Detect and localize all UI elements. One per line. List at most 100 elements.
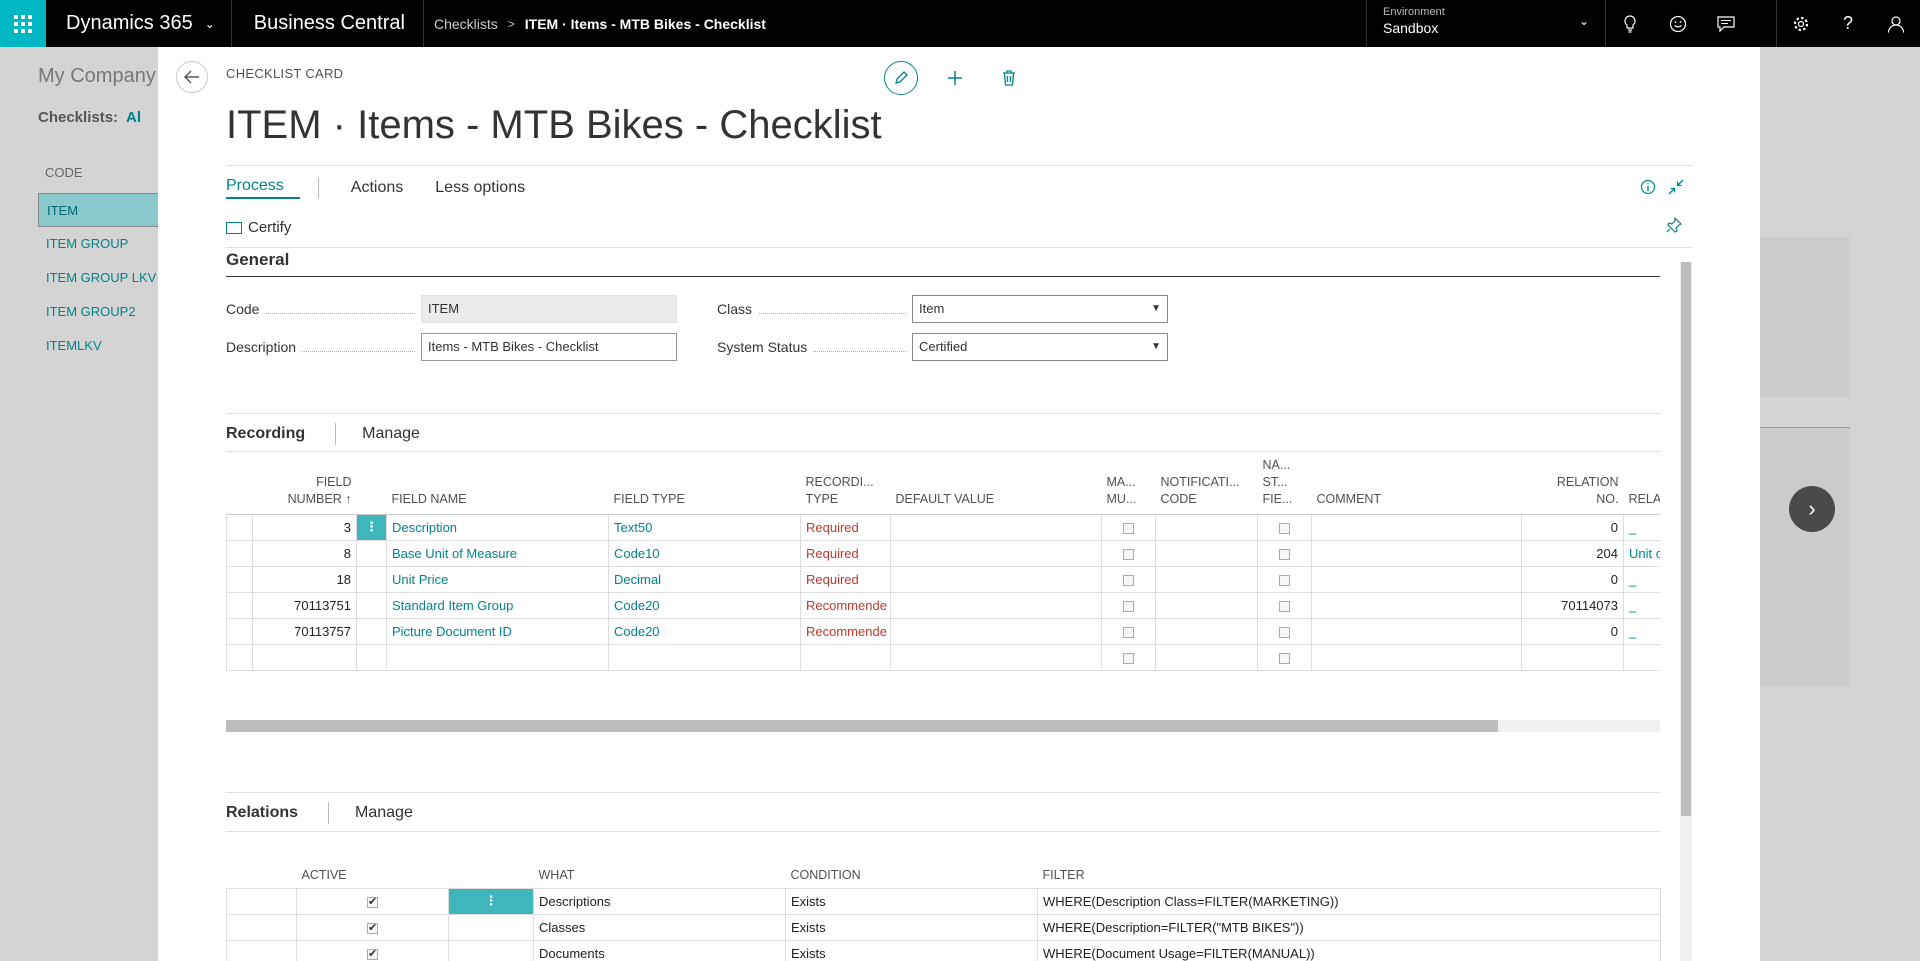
recording-type-cell[interactable]: Required — [800, 539, 891, 567]
row-selector[interactable] — [226, 591, 253, 619]
field-number-cell[interactable]: 70113751 — [252, 591, 357, 619]
what-cell[interactable]: Classes — [533, 913, 786, 941]
checkbox[interactable] — [1279, 600, 1290, 612]
new-row[interactable] — [226, 643, 1660, 671]
row-selector[interactable] — [226, 643, 253, 671]
checkbox-checked[interactable] — [367, 947, 378, 960]
app-name[interactable]: Business Central — [232, 0, 424, 47]
comment-cell[interactable] — [1311, 643, 1522, 671]
gear-icon[interactable] — [1776, 0, 1824, 47]
checkbox[interactable] — [1123, 574, 1134, 586]
manual-cell[interactable] — [1101, 565, 1156, 593]
smiley-icon[interactable] — [1654, 0, 1702, 47]
na-status-column-header[interactable]: NA... ST... FIE... — [1257, 452, 1312, 515]
table-row[interactable]: 18 Unit Price Decimal Required 0 _ — [226, 565, 1660, 593]
relations-tab[interactable]: Relations — [226, 804, 299, 821]
field-name-cell[interactable]: Unit Price — [386, 565, 609, 593]
recording-type-cell[interactable]: Recommende — [800, 591, 891, 619]
na-status-cell[interactable] — [1257, 565, 1312, 593]
what-cell[interactable]: Descriptions — [533, 887, 786, 915]
table-row[interactable]: Documents Exists WHERE(Document Usage=FI… — [226, 939, 1661, 961]
checkbox[interactable] — [1279, 574, 1290, 586]
recording-tab[interactable]: Recording — [226, 425, 306, 442]
notification-code-cell[interactable] — [1155, 591, 1258, 619]
na-status-cell[interactable] — [1257, 539, 1312, 567]
environment-switcher[interactable]: Environment Sandbox ⌄ — [1366, 0, 1606, 47]
checkbox[interactable] — [1279, 652, 1290, 664]
scrollbar-thumb[interactable] — [226, 720, 1498, 732]
active-cell[interactable] — [296, 913, 449, 941]
row-selector[interactable] — [226, 513, 253, 541]
row-menu-cell[interactable] — [356, 617, 387, 645]
na-status-cell[interactable] — [1257, 513, 1312, 541]
default-value-cell[interactable] — [890, 617, 1102, 645]
field-type-cell[interactable] — [608, 643, 801, 671]
pin-icon[interactable] — [1666, 216, 1683, 238]
chat-icon[interactable] — [1702, 0, 1750, 47]
checkbox[interactable] — [1123, 548, 1134, 560]
table-row[interactable]: 8 Base Unit of Measure Code10 Required 2… — [226, 539, 1660, 567]
field-type-cell[interactable]: Code20 — [608, 591, 801, 619]
filter-cell[interactable]: WHERE(Document Usage=FILTER(MANUAL)) — [1037, 939, 1661, 961]
field-name-cell[interactable]: Standard Item Group — [386, 591, 609, 619]
field-type-column-header[interactable]: FIELD TYPE — [608, 452, 801, 515]
row-menu-icon[interactable]: ⋮ — [448, 887, 534, 915]
comment-cell[interactable] — [1311, 591, 1522, 619]
horizontal-scrollbar[interactable] — [226, 720, 1660, 732]
certify-action[interactable]: Certify — [226, 219, 291, 236]
table-row[interactable]: 70113757 Picture Document ID Code20 Reco… — [226, 617, 1660, 645]
what-cell[interactable]: Documents — [533, 939, 786, 961]
comment-column-header[interactable]: COMMENT — [1311, 452, 1522, 515]
field-name-cell[interactable] — [386, 643, 609, 671]
default-value-cell[interactable] — [890, 565, 1102, 593]
table-row[interactable]: 70113751 Standard Item Group Code20 Reco… — [226, 591, 1660, 619]
notification-code-cell[interactable] — [1155, 539, 1258, 567]
scrollbar-thumb[interactable] — [1681, 262, 1691, 816]
menu-actions[interactable]: Actions — [350, 179, 404, 196]
relation-cell[interactable]: _ — [1623, 565, 1660, 593]
row-menu-cell[interactable] — [356, 565, 387, 593]
table-row[interactable]: ⋮ Descriptions Exists WHERE(Description … — [226, 887, 1661, 915]
next-record-button[interactable]: › — [1789, 486, 1835, 532]
checkbox[interactable] — [1123, 626, 1134, 638]
relation-cell[interactable]: _ — [1623, 513, 1660, 541]
checkbox[interactable] — [1279, 548, 1290, 560]
checkbox[interactable] — [1123, 652, 1134, 664]
lightbulb-icon[interactable] — [1606, 0, 1654, 47]
na-status-cell[interactable] — [1257, 643, 1312, 671]
row-selector[interactable] — [226, 617, 253, 645]
description-input[interactable]: Items - MTB Bikes - Checklist — [421, 333, 677, 361]
default-value-cell[interactable] — [890, 643, 1102, 671]
field-number-column-header[interactable]: FIELD NUMBER ↑ — [252, 452, 357, 515]
manual-cell[interactable] — [1101, 617, 1156, 645]
relation-no-column-header[interactable]: RELATION NO. — [1521, 452, 1624, 515]
field-name-cell[interactable]: Picture Document ID — [386, 617, 609, 645]
notification-code-cell[interactable] — [1155, 513, 1258, 541]
notification-code-cell[interactable] — [1155, 617, 1258, 645]
breadcrumb-parent[interactable]: Checklists — [433, 15, 498, 32]
checkbox[interactable] — [1279, 626, 1290, 638]
what-column-header[interactable]: WHAT — [538, 867, 575, 882]
manual-column-header[interactable]: MA... MU... — [1101, 452, 1156, 515]
condition-cell[interactable]: Exists — [785, 913, 1038, 941]
field-number-cell[interactable]: 8 — [252, 539, 357, 567]
recording-type-cell[interactable]: Required — [800, 565, 891, 593]
row-menu-cell[interactable] — [448, 939, 534, 961]
relation-no-cell[interactable]: 0 — [1521, 565, 1624, 593]
relation-no-cell[interactable] — [1521, 643, 1624, 671]
active-cell[interactable] — [296, 939, 449, 961]
menu-less-options[interactable]: Less options — [435, 179, 526, 196]
default-value-cell[interactable] — [890, 591, 1102, 619]
checkbox[interactable] — [1279, 522, 1290, 534]
comment-cell[interactable] — [1311, 539, 1522, 567]
field-type-cell[interactable]: Code10 — [608, 539, 801, 567]
general-section-header[interactable]: General — [226, 250, 290, 269]
field-name-column-header[interactable]: FIELD NAME — [386, 452, 609, 515]
menu-process[interactable]: Process — [226, 177, 300, 199]
na-status-cell[interactable] — [1257, 591, 1312, 619]
field-name-cell[interactable]: Description — [386, 513, 609, 541]
comment-cell[interactable] — [1311, 565, 1522, 593]
field-number-cell[interactable]: 3 — [252, 513, 357, 541]
condition-cell[interactable]: Exists — [785, 939, 1038, 961]
table-row[interactable]: 3 ⋮ Description Text50 Required 0 _ — [226, 513, 1660, 541]
